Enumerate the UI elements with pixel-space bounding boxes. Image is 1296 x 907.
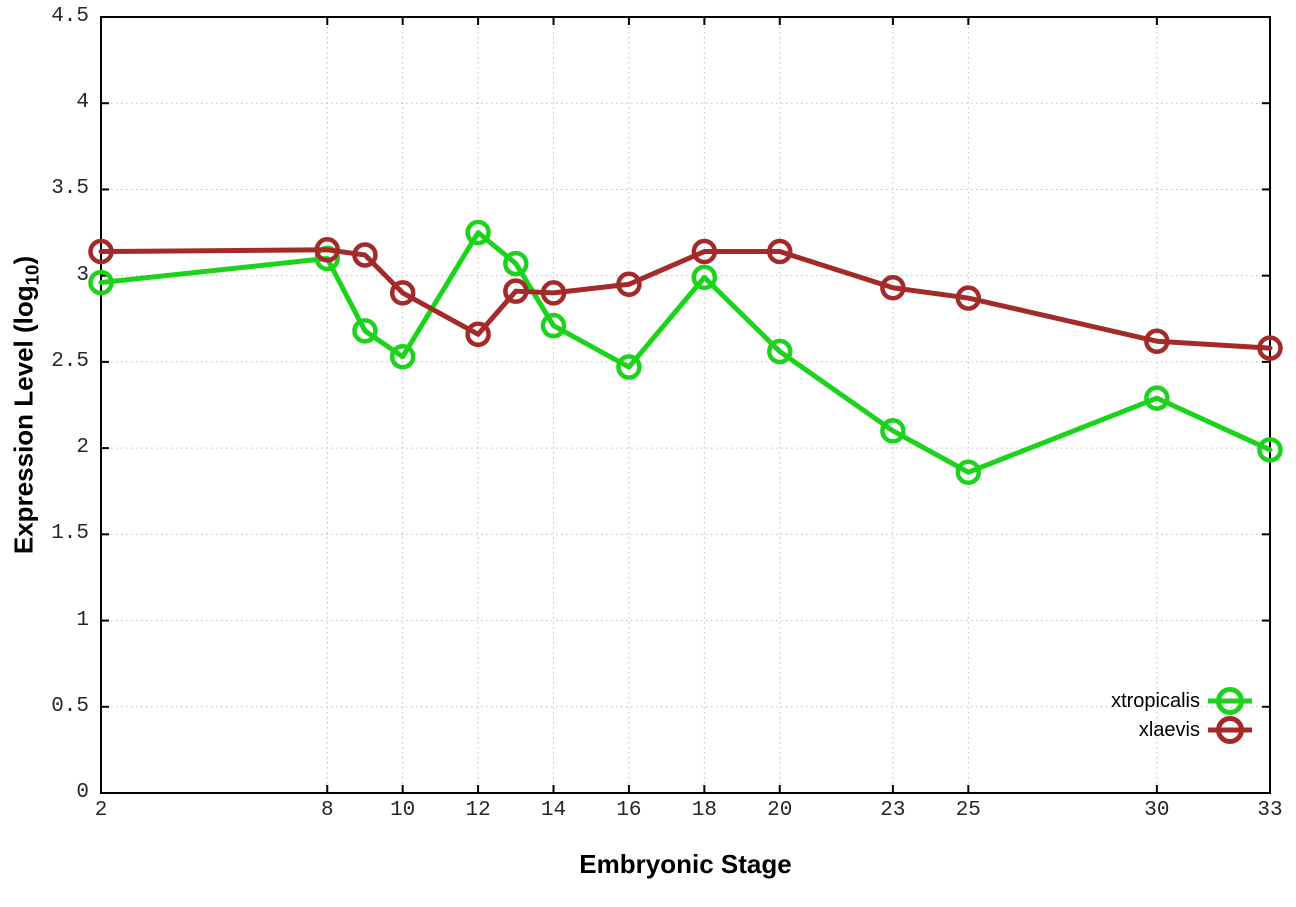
legend-label: xtropicalis [1111, 689, 1200, 712]
y-tick-label: 1 [76, 608, 89, 632]
data-point-xlaevis [691, 238, 718, 265]
x-tick-label: 33 [1257, 799, 1283, 822]
x-tick-label: 8 [320, 799, 334, 822]
y-tick-label: 3.5 [51, 177, 89, 201]
data-point-xtropicalis [352, 318, 378, 344]
y-tick-label: 2 [76, 436, 89, 460]
data-point-xlaevis [352, 242, 378, 268]
x-tick-label: 23 [880, 799, 906, 822]
y-tick-label: 0 [76, 781, 89, 804]
data-point-xlaevis [880, 274, 906, 301]
data-point-xlaevis [955, 285, 982, 311]
x-tick-label: 2 [94, 799, 108, 822]
legend-item-xlaevis: xlaevis [1139, 715, 1253, 745]
x-tick-label: 25 [955, 799, 981, 822]
y-tick-label: 2.5 [51, 349, 89, 373]
data-point-xlaevis [88, 238, 114, 265]
data-point-xlaevis [616, 271, 642, 298]
data-point-xtropicalis [1144, 385, 1170, 411]
data-point-xtropicalis [88, 269, 114, 296]
data-point-xtropicalis [880, 418, 906, 444]
y-tick-label: 4.5 [51, 5, 89, 28]
xtropicalis-series-marker-icon [1208, 687, 1252, 715]
data-point-xlaevis [767, 238, 793, 265]
x-tick-label: 16 [616, 799, 642, 822]
data-point-xtropicalis [616, 354, 642, 380]
data-point-xlaevis [503, 278, 529, 304]
data-point-xtropicalis [767, 338, 793, 365]
data-point-xlaevis [465, 321, 491, 348]
legend-label: xlaevis [1138, 718, 1200, 741]
data-point-xlaevis [1144, 328, 1170, 354]
data-point-xlaevis [314, 237, 341, 263]
x-tick-label: 12 [465, 799, 491, 822]
legend-item-xtropicalis: xtropicalis [1111, 686, 1253, 716]
y-tick-label: 3 [76, 263, 89, 287]
y-axis-title-text: Expression Level (log [8, 285, 39, 555]
xlaevis-series-marker-icon [1208, 716, 1252, 744]
data-point-xtropicalis [465, 219, 491, 246]
x-tick-label: 14 [540, 799, 567, 822]
x-tick-label: 30 [1144, 799, 1170, 822]
x-axis-title: Embryonic Stage [579, 849, 792, 879]
x-tick-label: 10 [390, 799, 416, 822]
data-point-xtropicalis [955, 459, 982, 486]
data-point-xlaevis [540, 280, 567, 306]
y-tick-label: 0.5 [51, 694, 89, 718]
data-point-xtropicalis [691, 264, 718, 291]
x-tick-label: 18 [691, 799, 717, 822]
data-point-xlaevis [389, 280, 416, 306]
y-axis-title: Expression Level (log10) [9, 256, 44, 554]
x-tick-label: 20 [767, 799, 793, 822]
data-point-xlaevis [1257, 335, 1283, 361]
plot-border [100, 16, 1271, 794]
y-tick-label: 4 [76, 91, 89, 115]
data-point-xtropicalis [389, 343, 416, 370]
data-point-xtropicalis [540, 312, 567, 339]
y-tick-label: 1.5 [51, 522, 89, 546]
series-line-xtropicalis [98, 230, 1273, 475]
data-point-xtropicalis [1257, 437, 1283, 463]
data-point-xtropicalis [503, 250, 529, 277]
